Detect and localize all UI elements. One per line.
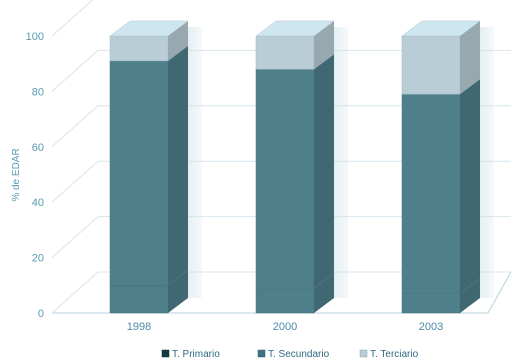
- bar-segment: [401, 20, 481, 95]
- bar-side: [314, 54, 334, 289]
- legend-label: T. Terciario: [370, 349, 419, 360]
- bar-side: [460, 79, 480, 294]
- bar-front: [401, 35, 461, 95]
- bar-side: [460, 21, 480, 95]
- bar-segment: [109, 45, 188, 286]
- bar-front: [401, 293, 461, 314]
- bar-front: [255, 35, 315, 70]
- bar-front: [109, 60, 169, 286]
- y-tick-label: 0: [38, 308, 44, 320]
- gridline-depth: [51, 105, 99, 148]
- bar-segment: [401, 79, 480, 294]
- bar-segment: [255, 54, 334, 289]
- gridline-depth: [51, 0, 94, 37]
- legend-swatch: [257, 349, 266, 358]
- x-ticks: 1998 2000 2003: [127, 321, 443, 333]
- bar-front: [401, 93, 461, 294]
- bar-segment: [109, 270, 188, 314]
- y-tick-label: 20: [32, 253, 44, 265]
- gridline-depth: [51, 160, 99, 203]
- bar-front: [255, 287, 315, 314]
- x-axis-depth: [487, 271, 512, 314]
- bar-segment: [255, 273, 334, 314]
- y-tick-label: 60: [32, 142, 44, 154]
- legend-item: T. Terciario: [359, 349, 419, 360]
- legend-label: T. Secundario: [268, 349, 330, 360]
- legend-item: T. Secundario: [257, 349, 330, 360]
- bar-top: [109, 20, 189, 37]
- bar-front: [109, 285, 169, 314]
- y-axis-title: % de EDAR: [11, 148, 22, 201]
- gridline-depth: [51, 50, 99, 92]
- bar-top: [401, 20, 481, 37]
- x-tick-label: 1998: [127, 321, 151, 333]
- y-tick-label: 100: [26, 31, 44, 43]
- bar-segment: [109, 20, 189, 62]
- bar-segment: [255, 20, 335, 70]
- bars: [109, 20, 481, 314]
- gridline-depth: [51, 271, 99, 314]
- bar-side: [168, 45, 188, 286]
- legend-item: T. Primario: [161, 349, 220, 360]
- bar-side: [168, 21, 188, 61]
- legend: T. Primario T. Secundario T. Terciario: [161, 349, 419, 360]
- x-tick-label: 2000: [273, 321, 297, 333]
- legend-label: T. Primario: [172, 349, 220, 360]
- bar-side: [168, 270, 188, 313]
- y-tick-label: 40: [32, 197, 44, 209]
- x-tick-label: 2003: [419, 321, 443, 333]
- gridline-depth: [51, 216, 99, 258]
- bar-side: [314, 273, 334, 313]
- legend-swatch: [161, 349, 170, 358]
- bar-side: [460, 278, 480, 313]
- bar-side: [314, 21, 334, 70]
- y-tick-label: 80: [32, 86, 44, 98]
- legend-swatch: [359, 349, 368, 358]
- bar-front: [109, 35, 169, 62]
- bar-front: [255, 68, 315, 289]
- bar-top: [255, 20, 335, 37]
- y-ticks: 0 20 40 60 80 100: [26, 31, 44, 320]
